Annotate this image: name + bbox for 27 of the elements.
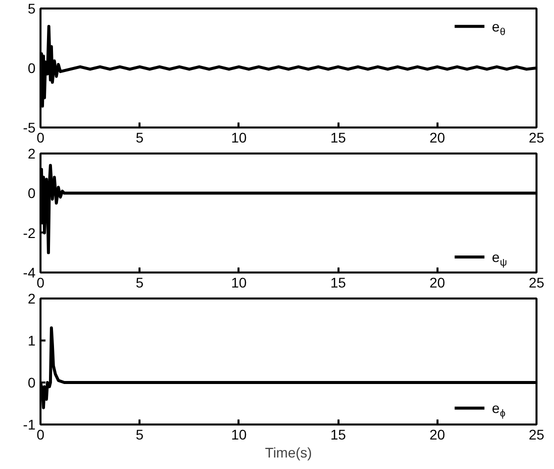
y-tick-label: -4 xyxy=(23,264,36,280)
y-tick-label: 5 xyxy=(28,0,36,16)
x-tick-label: 20 xyxy=(430,130,446,146)
y-tick-label: 2 xyxy=(28,290,36,306)
x-tick-label: 15 xyxy=(330,130,346,146)
y-tick-label: 2 xyxy=(28,146,36,162)
y-tick-label: 0 xyxy=(28,374,36,390)
x-tick-label: 5 xyxy=(136,274,144,290)
x-tick-label: 15 xyxy=(330,274,346,290)
y-tick-label: -2 xyxy=(23,224,36,241)
y-tick-label: 0 xyxy=(28,185,36,202)
y-tick-label: -1 xyxy=(23,416,36,432)
x-tick-label: 10 xyxy=(231,130,247,146)
x-tick-label: 10 xyxy=(231,426,247,442)
x-tick-label: 25 xyxy=(528,274,544,290)
x-tick-label: 25 xyxy=(528,426,544,442)
x-tick-label: 10 xyxy=(231,274,247,290)
x-axis-title: Time(s) xyxy=(265,444,312,460)
x-tick-label: 20 xyxy=(430,426,446,442)
x-tick-label: 5 xyxy=(136,426,144,442)
x-tick-label: 5 xyxy=(136,130,144,146)
y-tick-label: -5 xyxy=(23,120,36,136)
y-tick-label: 0 xyxy=(28,60,36,76)
x-tick-label: 25 xyxy=(528,130,544,146)
x-tick-label: 15 xyxy=(330,426,346,442)
y-tick-label: 1 xyxy=(28,332,36,348)
x-tick-label: 20 xyxy=(430,274,446,290)
